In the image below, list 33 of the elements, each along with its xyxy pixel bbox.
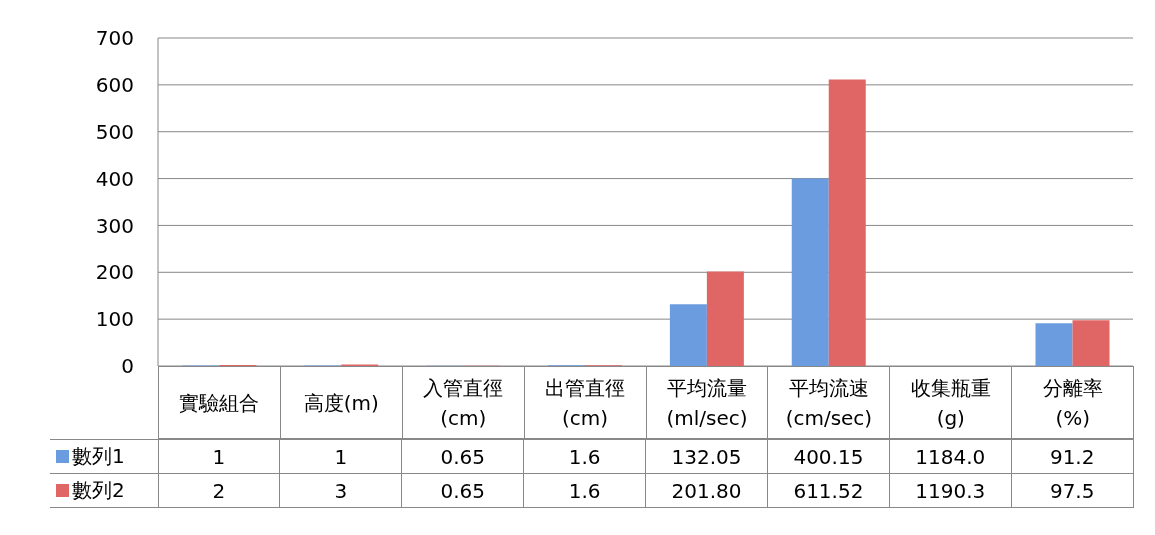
x-tick-label: 平均流速(cm/sec) bbox=[784, 374, 874, 432]
y-tick-label: 400 bbox=[95, 166, 134, 191]
data-label: 0.65 bbox=[401, 473, 524, 508]
data-label: 97.5 bbox=[1011, 473, 1134, 508]
y-tick-label: 100 bbox=[95, 307, 134, 332]
data-label: 1.6 bbox=[523, 473, 646, 508]
legend-label: 數列1 bbox=[72, 443, 125, 470]
data-label: 91.2 bbox=[1011, 439, 1134, 474]
x-tick-label: 平均流量(ml/sec) bbox=[665, 374, 749, 432]
x-tick-label: 出管直徑(cm) bbox=[544, 374, 627, 432]
x-tick-label: 實驗組合 bbox=[178, 389, 261, 417]
data-label: 2 bbox=[158, 473, 280, 508]
y-tick-label: 300 bbox=[95, 213, 134, 238]
data-label: 1.6 bbox=[523, 439, 646, 474]
x-tick-label: 入管直徑(cm) bbox=[422, 374, 505, 432]
data-label: 1 bbox=[279, 439, 402, 474]
y-tick-label: 500 bbox=[95, 119, 134, 144]
x-tick-label: 分離率(%) bbox=[1041, 374, 1104, 432]
data-label: 400.15 bbox=[767, 439, 890, 474]
data-label: 201.80 bbox=[645, 473, 768, 508]
text: 1190.3 bbox=[915, 478, 986, 503]
y-tick-label: 700 bbox=[95, 26, 134, 51]
data-label: 0.65 bbox=[401, 439, 524, 474]
data-label: 3 bbox=[279, 473, 402, 508]
data-label: 1 bbox=[158, 439, 280, 474]
data-label: 132.05 bbox=[645, 439, 768, 474]
x-tick-label: 收集瓶重(g) bbox=[909, 374, 992, 432]
x-tick-label: 高度(m) bbox=[302, 389, 380, 417]
text: 1184.0 bbox=[915, 444, 986, 469]
y-tick-label: 0 bbox=[121, 354, 134, 379]
y-tick-label: 200 bbox=[95, 260, 134, 285]
y-tick-label: 600 bbox=[95, 72, 134, 97]
data-label: 611.52 bbox=[767, 473, 890, 508]
